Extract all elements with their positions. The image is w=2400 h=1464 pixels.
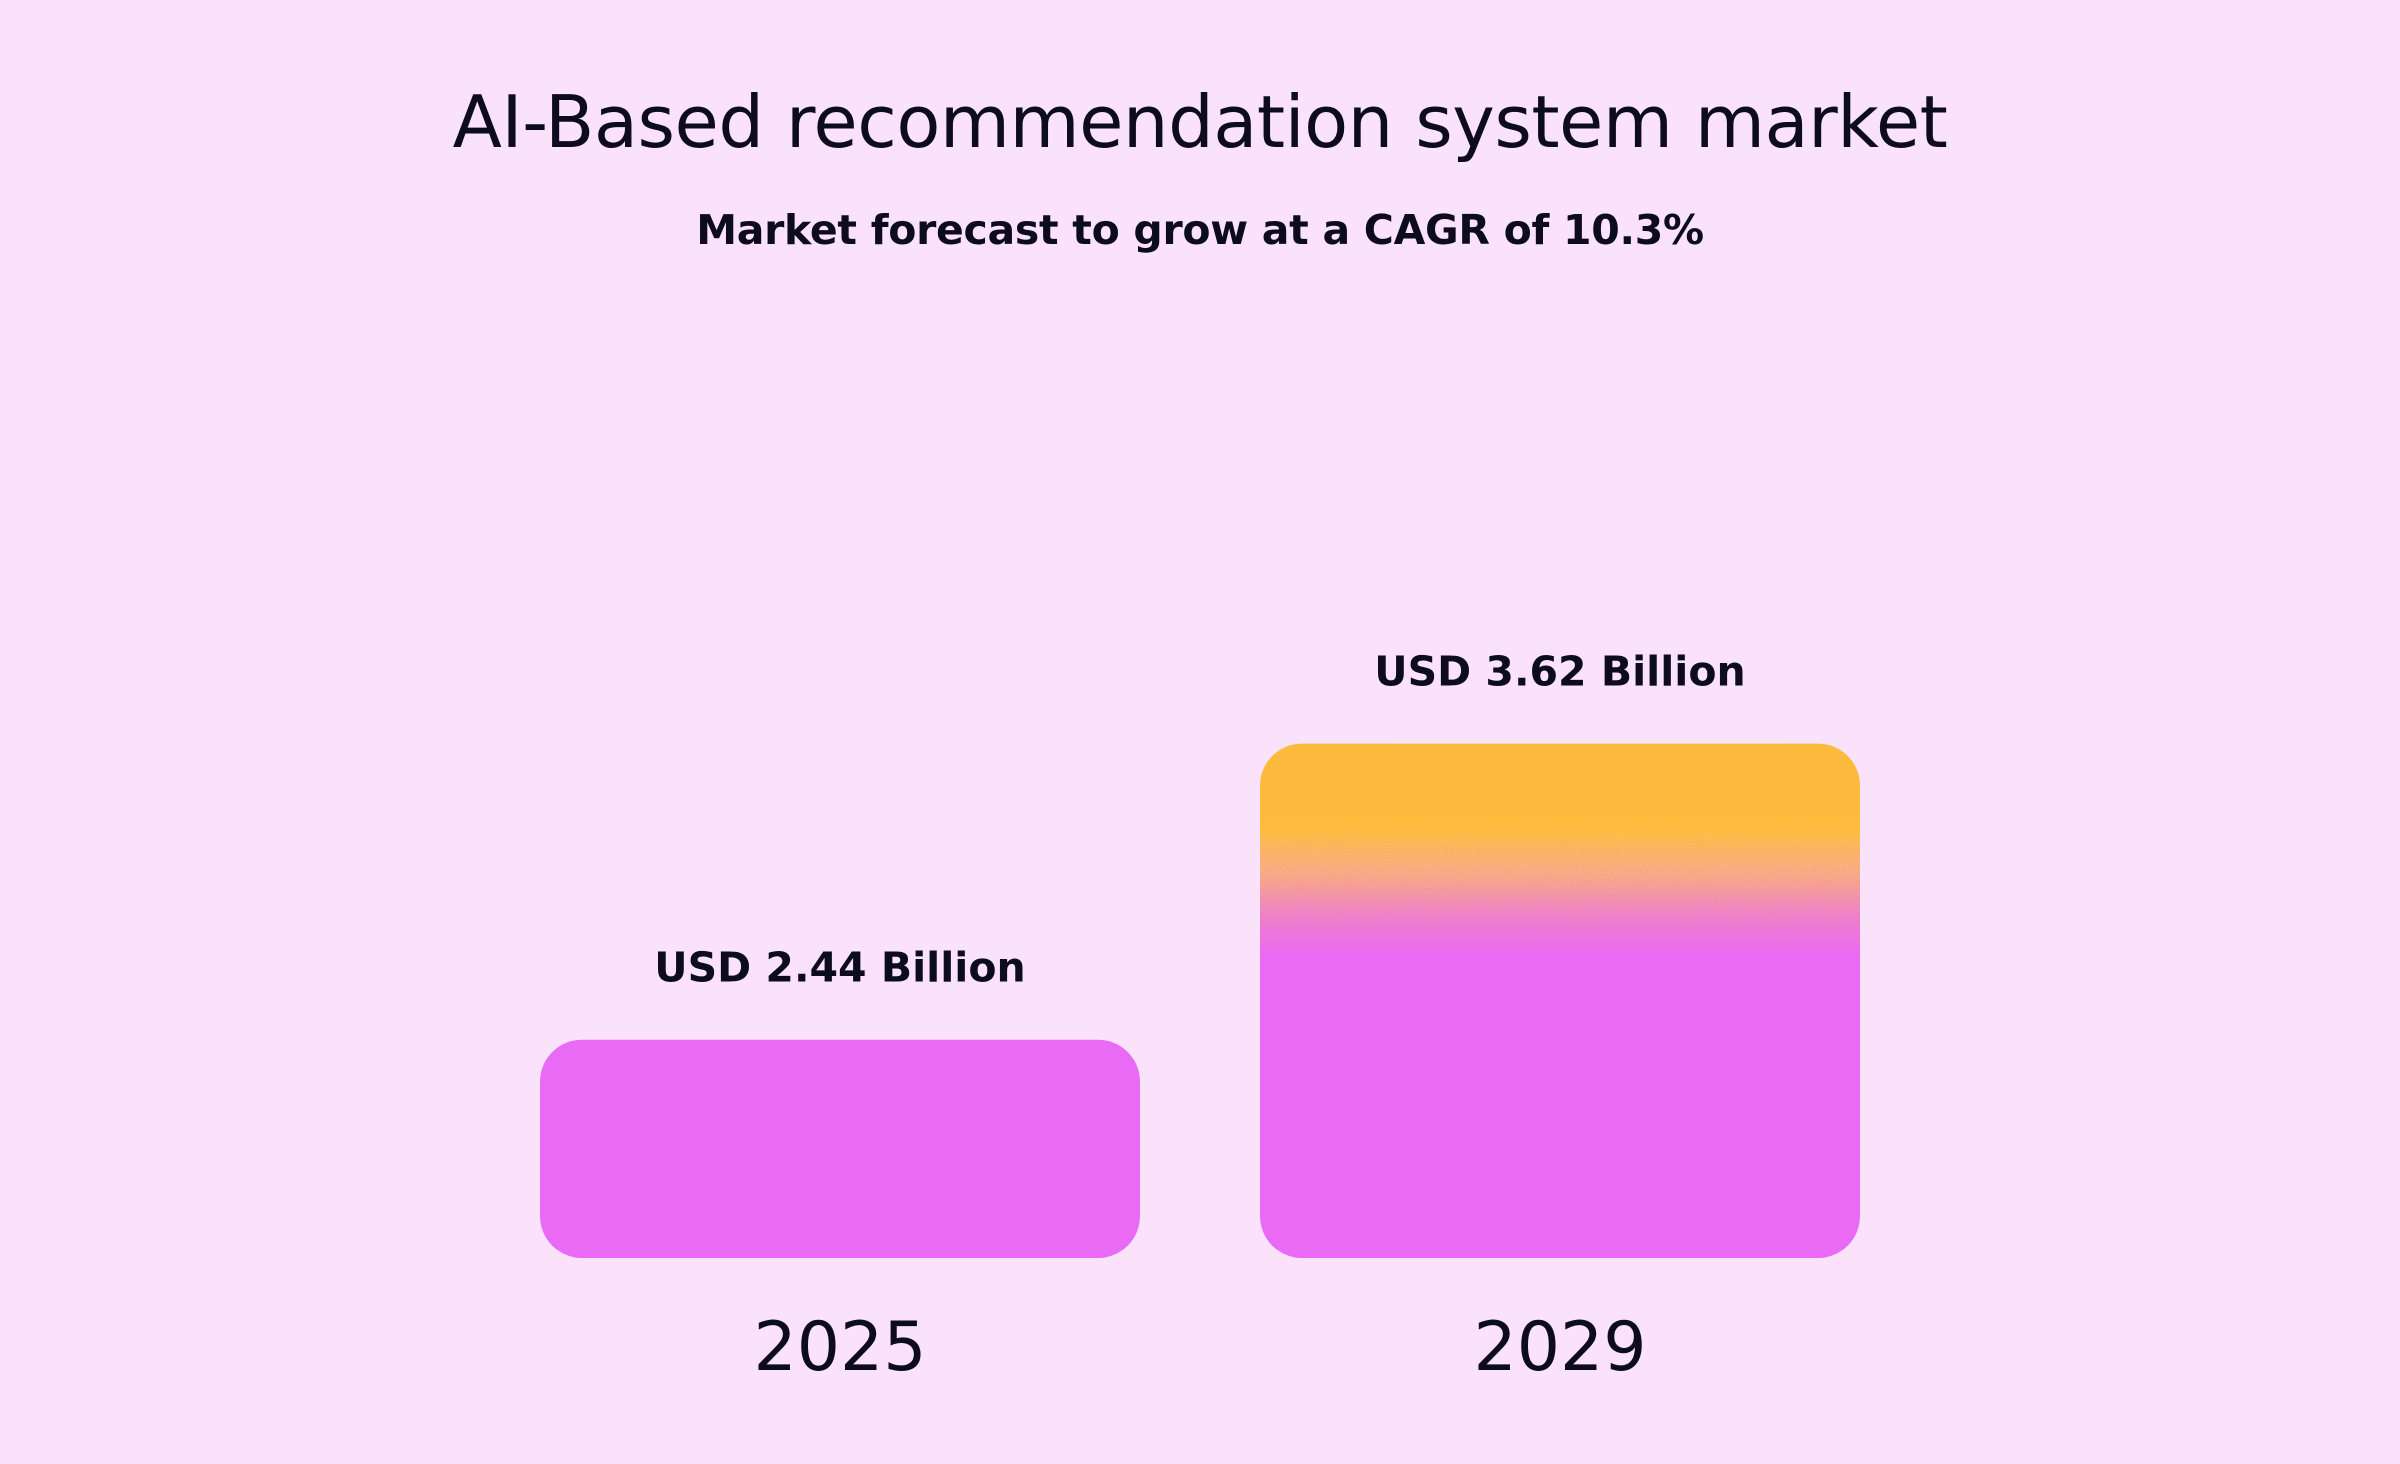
category-label-2025: 2025: [753, 1308, 926, 1387]
category-label-2029: 2029: [1473, 1308, 1646, 1387]
chart-title: AI-Based recommendation system market: [452, 80, 1948, 164]
data-label-2029: USD 3.62 Billion: [1374, 648, 1745, 696]
data-label-2025: USD 2.44 Billion: [654, 944, 1025, 992]
bar-2025: [540, 1039, 1140, 1258]
chart-subtitle: Market forecast to grow at a CAGR of 10.…: [696, 206, 1704, 254]
bars-layer: [540, 743, 1860, 1258]
bar-grain-texture-2029: [1260, 743, 1860, 1258]
labels-layer: USD 2.44 Billion 2025 USD 3.62 Billion 2029: [654, 648, 1745, 1387]
